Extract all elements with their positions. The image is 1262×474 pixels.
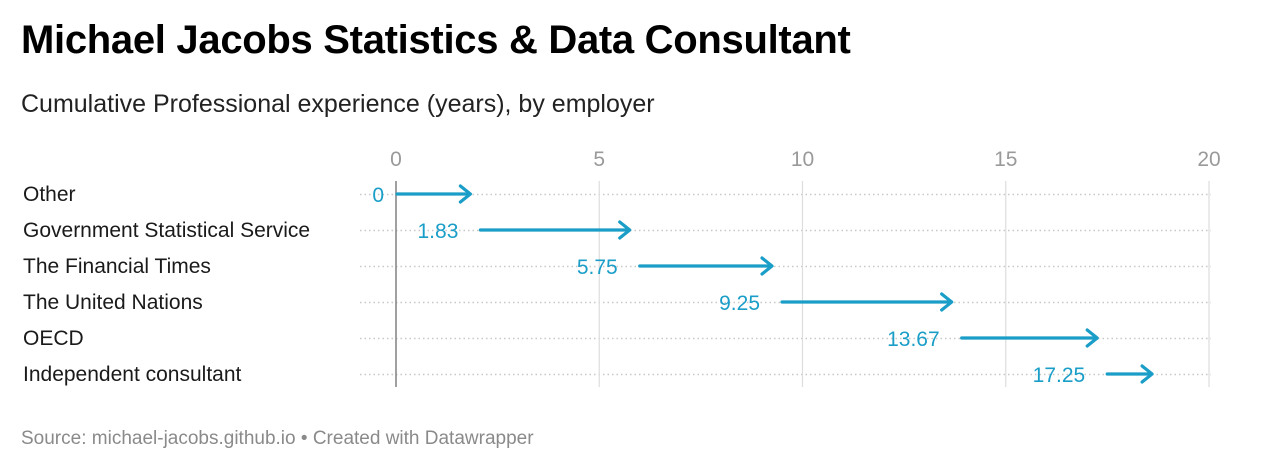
x-tick-label: 5 <box>593 148 605 171</box>
category-label: The United Nations <box>23 291 203 314</box>
start-value-label: 13.67 <box>887 328 940 351</box>
category-label: Independent consultant <box>23 363 242 386</box>
start-value-label: 5.75 <box>577 256 618 279</box>
source-prefix: Source: <box>21 428 87 449</box>
x-tick-label: 15 <box>994 148 1017 171</box>
arrow-head <box>1085 328 1099 348</box>
x-tick-label: 20 <box>1197 148 1220 171</box>
start-value-label: 1.83 <box>418 220 459 243</box>
source-link[interactable]: michael-jacobs.github.io <box>91 428 296 449</box>
category-label: Government Statistical Service <box>23 219 310 242</box>
arrow-series <box>395 184 1154 384</box>
chart-subtitle: Cumulative Professional experience (year… <box>21 90 655 118</box>
grid-layer <box>360 181 1211 387</box>
start-value-label: 0 <box>372 184 384 207</box>
x-tick-label: 10 <box>791 148 814 171</box>
start-value-label: 17.25 <box>1033 364 1086 387</box>
category-label: Other <box>23 183 76 206</box>
arrow-head <box>760 256 774 276</box>
value-labels: 0 1.83 5.75 9.25 13.67 17.25 <box>372 184 1085 387</box>
x-tick-label: 0 <box>390 148 402 171</box>
arrow-head <box>1140 364 1154 384</box>
x-axis-ticks: 0 5 10 15 20 <box>390 148 1221 171</box>
category-label: OECD <box>23 327 84 350</box>
category-label: The Financial Times <box>23 255 211 278</box>
arrow-head <box>458 184 472 204</box>
arrow-head <box>940 292 954 312</box>
start-value-label: 9.25 <box>719 292 760 315</box>
created-with: Created with Datawrapper <box>312 428 534 449</box>
arrow-head <box>618 220 632 240</box>
category-labels: Other Government Statistical Service The F… <box>23 183 310 386</box>
chart-title: Michael Jacobs Statistics & Data Consult… <box>21 18 851 62</box>
footer-credit: Source: michael-jacobs.github.io • Creat… <box>21 428 534 450</box>
footer-separator: • <box>300 428 308 449</box>
